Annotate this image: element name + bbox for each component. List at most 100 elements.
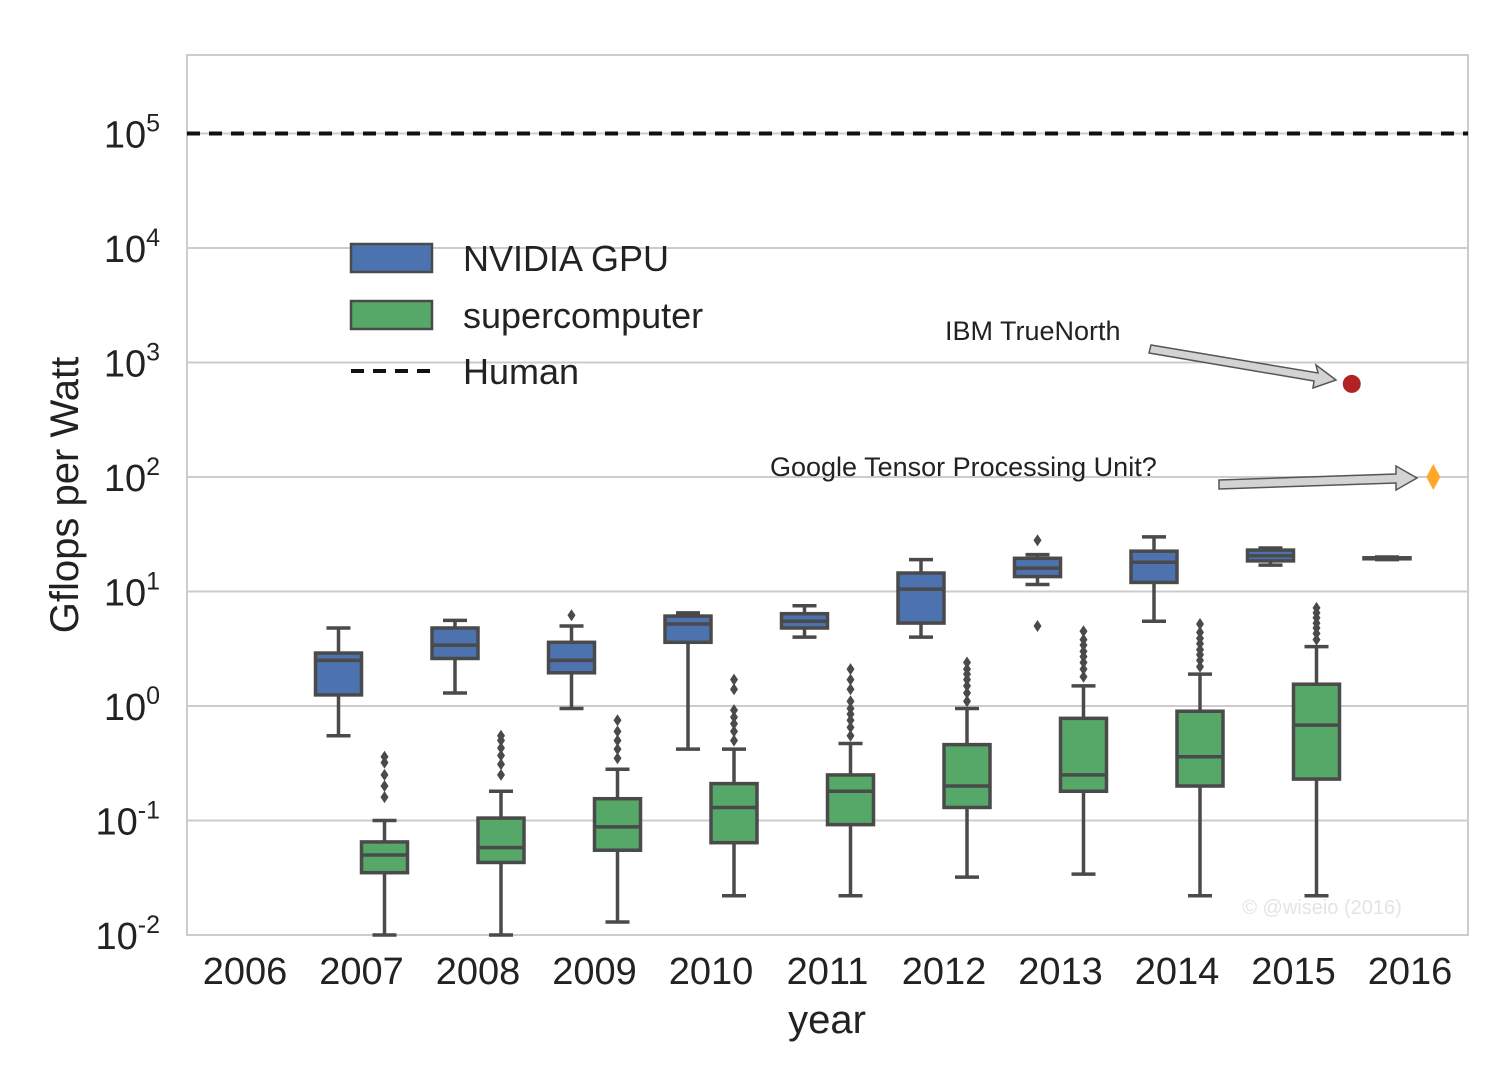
box-nvidia-gpu-2013 [1012, 534, 1063, 632]
box-iqr [546, 640, 597, 675]
x-tick-label: 2015 [1251, 951, 1336, 993]
outlier-point [1196, 660, 1204, 673]
box-iqr [663, 614, 713, 645]
x-tick-label: 2012 [902, 951, 987, 993]
outlier-point [1312, 601, 1321, 614]
box-nvidia-gpu-2011 [779, 604, 830, 639]
box-iqr [1129, 549, 1179, 585]
outlier-point [730, 734, 738, 747]
box-supercomputer-2011 [825, 663, 876, 898]
legend-swatch [349, 299, 434, 331]
legend: NVIDIA GPU supercomputer Human [349, 238, 703, 392]
x-tick-label: 2016 [1368, 951, 1453, 993]
truenorth-point [1342, 374, 1361, 393]
box-supercomputer-2012 [942, 656, 992, 879]
box-supercomputer-2008 [476, 729, 526, 937]
box-iqr [896, 571, 946, 625]
y-tick-label: 103 [104, 339, 160, 386]
outlier-point [1196, 643, 1204, 656]
outlier-point [730, 725, 738, 738]
x-tick-label: 2006 [203, 951, 288, 993]
x-tick-label: 2010 [669, 951, 754, 993]
box-iqr [359, 840, 410, 875]
outlier-point [963, 679, 971, 692]
y-tick-label: 101 [104, 568, 160, 615]
outlier-point [730, 717, 738, 730]
outlier-point [1033, 534, 1042, 547]
outlier-point [1079, 633, 1088, 646]
outlier-point [497, 749, 505, 762]
outlier-point [730, 704, 738, 717]
box-supercomputer-2014 [1175, 618, 1225, 898]
truenorth-arrow [1148, 344, 1338, 390]
tpu-arrow [1218, 464, 1419, 492]
x-tick-labels: 2006 2007 2008 2009 2010 2011 2012 2013 2014 2015… [203, 951, 1453, 993]
outlier-point [613, 734, 622, 747]
x-tick-label: 2013 [1018, 951, 1103, 993]
box-nvidia-gpu-2012 [896, 557, 946, 639]
outlier-point [963, 686, 971, 699]
box-iqr [1291, 682, 1342, 781]
outlier-point [497, 768, 505, 781]
outlier-point [846, 683, 855, 696]
y-tick-label: 10-1 [95, 797, 160, 844]
outlier-point [963, 663, 971, 676]
outlier-point [730, 673, 738, 686]
outlier-point [963, 695, 971, 708]
outlier-point [613, 752, 622, 765]
box-iqr [592, 796, 643, 852]
x-axis-title: year [788, 998, 866, 1042]
outlier-point [846, 721, 855, 734]
box-nvidia-gpu-2007 [313, 626, 364, 738]
outlier-point [1312, 633, 1321, 646]
outlier-point [613, 714, 622, 727]
outlier-point [846, 663, 855, 676]
legend-label: Human [463, 351, 579, 392]
legend-item-human: Human [351, 351, 579, 392]
x-tick-label: 2014 [1135, 951, 1220, 993]
outlier-point [1196, 626, 1204, 639]
box-iqr [430, 626, 480, 661]
box-nvidia-gpu-2014 [1129, 535, 1179, 623]
legend-label: supercomputer [463, 295, 703, 336]
box-nvidia-gpu-2008 [430, 618, 480, 695]
outlier-point [380, 750, 389, 763]
box-iqr [1058, 716, 1109, 794]
box-supercomputer-2010 [709, 673, 759, 898]
watermark: © @wiseio (2016) [1242, 897, 1402, 919]
outlier-point [567, 609, 576, 622]
outlier-point [846, 695, 855, 708]
outlier-point [730, 683, 738, 696]
y-tick-labels: 10-2 10-1 100 101 102 103 104 105 [95, 110, 160, 959]
legend-item-supercomputer: supercomputer [349, 295, 703, 336]
y-tick-label: 102 [104, 453, 160, 500]
outlier-point [497, 729, 505, 742]
annotations: IBM TrueNorth Google Tensor Processing Un… [770, 316, 1441, 492]
outlier-point [1079, 663, 1088, 676]
y-tick-label: 10-2 [95, 911, 160, 958]
box-supercomputer-2007 [359, 750, 410, 937]
box-supercomputer-2009 [592, 714, 643, 924]
outlier-point [730, 711, 738, 724]
x-tick-label: 2007 [319, 951, 404, 993]
box-iqr [476, 816, 526, 865]
outlier-point [1079, 670, 1088, 683]
outlier-point [1079, 645, 1088, 658]
outlier-point [613, 725, 622, 738]
outlier-point [497, 741, 505, 754]
x-tick-label: 2008 [436, 951, 521, 993]
box-nvidia-gpu-2015 [1245, 546, 1296, 567]
outlier-point [497, 758, 505, 771]
x-tick-label: 2009 [552, 951, 637, 993]
box-nvidia-gpu-2009 [546, 609, 597, 711]
outlier-point [1033, 619, 1042, 632]
outlier-point [963, 656, 971, 669]
legend-label: NVIDIA GPU [463, 238, 669, 279]
box-nvidia-gpu-2016 [1362, 555, 1412, 562]
box-iqr [825, 773, 876, 827]
outlier-point [846, 729, 855, 742]
box-supercomputer-2013 [1058, 625, 1109, 876]
legend-item-nvidia-gpu: NVIDIA GPU [349, 238, 669, 279]
y-axis-title: Gflops per Watt [43, 357, 87, 633]
truenorth-label: IBM TrueNorth [945, 316, 1121, 346]
